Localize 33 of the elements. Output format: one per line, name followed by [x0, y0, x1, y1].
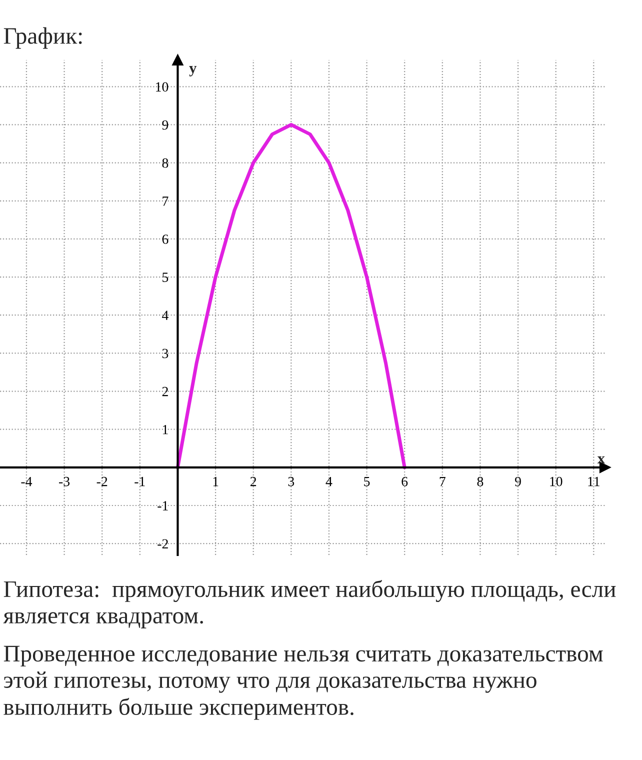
line-series — [176, 122, 406, 470]
text: Гипотеза: прямоугольник имеет наибольшую площадь, если является квадратом. — [3, 580, 616, 628]
chart-title: График: — [4, 27, 82, 49]
x-tick-label: 7 — [440, 476, 446, 486]
y-tick-label: 7 — [162, 196, 168, 206]
y-tick-label: 6 — [162, 234, 168, 244]
x-tick-label: -1 — [134, 476, 145, 486]
y-tick-label: 5 — [162, 272, 168, 282]
y-tick-label: 3 — [162, 348, 168, 358]
x-tick-label: -2 — [96, 476, 108, 486]
x-axis-title: x — [597, 456, 605, 464]
y-tick-label: 2 — [162, 386, 168, 396]
y-tick-label: -1 — [158, 501, 168, 510]
x-tick-label: -4 — [21, 476, 32, 486]
x-tick-label: 5 — [364, 476, 370, 486]
text: Проведенное исследование нельзя считать доказательством этой гипотезы, потому что для доказательства нужно выполнить больше экспериментов. — [4, 646, 603, 720]
x-tick-label: -3 — [59, 476, 70, 486]
y-tick-label: 10 — [156, 82, 168, 92]
y-tick-label: 1 — [162, 424, 168, 434]
x-tick-label: 6 — [402, 476, 408, 486]
y-tick-label: 4 — [162, 310, 168, 320]
y-tick-label: -2 — [158, 539, 168, 548]
x-tick-label: 4 — [326, 476, 332, 486]
x-tick-label: 3 — [288, 476, 294, 486]
x-tick-label: 9 — [515, 476, 521, 486]
x-tick-label: 10 — [550, 476, 562, 486]
y-tick-label: 8 — [162, 158, 168, 168]
y-axis-title: y — [189, 66, 197, 76]
y-tick-label: 9 — [162, 120, 168, 130]
x-tick-label: 2 — [250, 476, 256, 486]
x-tick-label: 1 — [213, 476, 218, 486]
x-tick-label: 11 — [588, 476, 600, 486]
x-tick-label: 8 — [477, 476, 484, 486]
